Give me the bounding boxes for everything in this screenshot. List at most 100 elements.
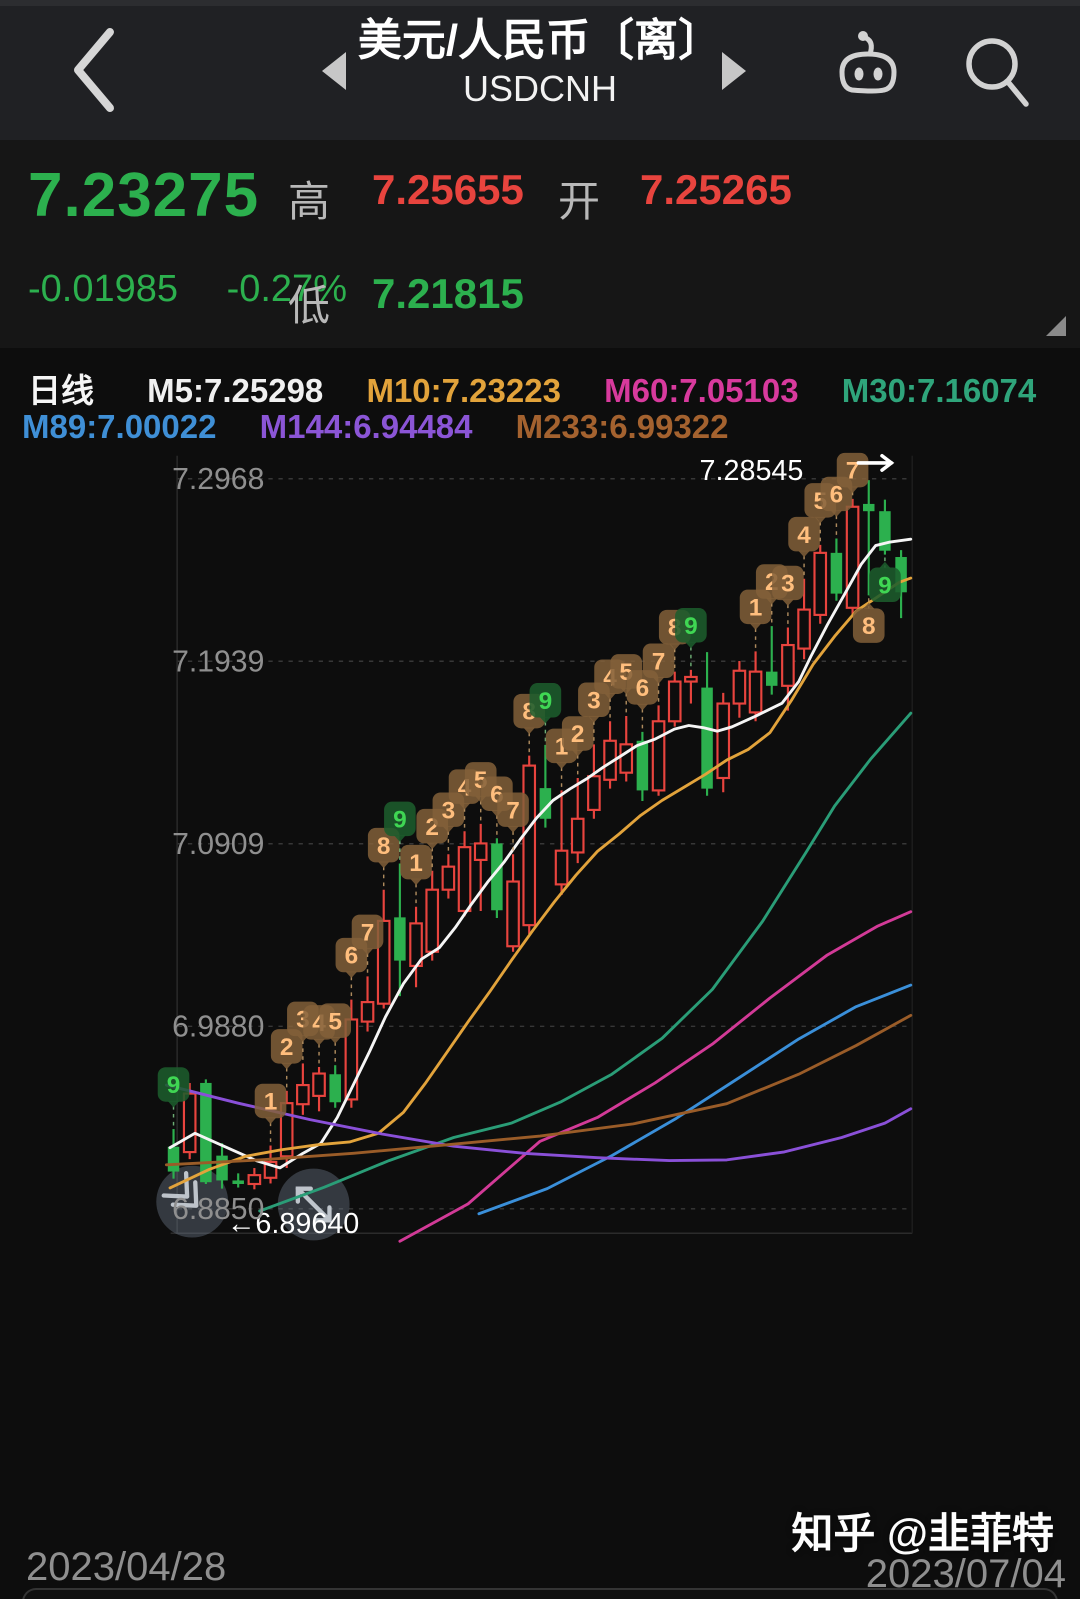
svg-text:7: 7 [506,797,520,824]
td-badge-9: 9 [384,801,416,862]
candle [457,831,472,917]
candle [862,480,875,596]
td-badge-9: 9 [529,683,562,743]
svg-text:9: 9 [393,807,407,834]
low-value: 7.21815 [372,270,524,317]
candle [376,889,391,1009]
candle [895,550,907,619]
candle [506,854,520,952]
search-icon[interactable] [952,28,1042,118]
candle [247,1168,262,1190]
td-badge-2: 2 [270,1029,303,1089]
candle [296,1063,310,1115]
open-value: 7.25265 [640,166,792,213]
td-badge-4: 4 [788,516,820,577]
svg-text:8: 8 [377,833,391,860]
candle [425,870,440,961]
td-badge-9: 9 [869,557,901,603]
svg-text:6: 6 [636,675,650,702]
svg-text:9: 9 [878,572,892,599]
td-badge-9: 9 [675,608,707,668]
high-value: 7.25655 [372,166,524,213]
candle [667,671,682,727]
y-axis-label: 7.2968 [172,463,264,496]
td-badge-8: 8 [852,598,885,643]
ma89-legend: M89:7.00022 [22,408,217,445]
indicator-toolbar: 日线 M5:7.25298 M10:7.23223 M60:7.05103 M3… [0,360,1080,450]
ma-line-M10 [168,576,913,1190]
candle [830,538,843,601]
high-arrow-icon [856,453,895,472]
candle [232,1173,244,1188]
svg-text:2: 2 [280,1034,294,1061]
quote-panel: 7.23275 -0.01985 -0.27% 高 7.25655 开 7.25… [0,140,1080,348]
symbol-code: USDCNH [462,67,617,109]
y-axis-label: 6.8850 [172,1193,264,1226]
svg-text:4: 4 [797,522,811,549]
last-price: 7.23275 [28,161,260,230]
td-badge-5: 5 [319,1003,352,1064]
candle [167,1129,180,1179]
candle [684,669,698,704]
change-percent: -0.27% [226,268,347,310]
td-badge-1: 1 [400,844,432,905]
candle [360,976,375,1032]
svg-text:1: 1 [749,594,763,621]
candle [441,854,456,899]
candle [651,705,666,796]
ma144-legend: M144:6.94484 [259,408,473,445]
low-price-annotation: ←6.89640 [227,1208,360,1240]
ma-line-M89 [477,983,913,1216]
candle [539,744,552,828]
candle [797,578,811,660]
y-axis-label: 6.9880 [172,1010,264,1043]
svg-text:9: 9 [539,688,553,715]
ma60-legend: M60:7.05103 [604,372,799,409]
candle [765,626,778,695]
svg-text:5: 5 [328,1008,342,1035]
svg-text:6: 6 [345,943,359,970]
candle [570,778,585,864]
candle [587,744,601,819]
candle [732,660,747,718]
change-value: -0.01985 [28,268,179,310]
td-badge-6: 6 [626,670,659,730]
ma10-legend: M10:7.23223 [366,372,561,409]
prev-symbol-icon[interactable] [322,52,346,90]
candle [409,906,423,988]
candle [182,1082,197,1160]
svg-text:7: 7 [361,919,375,946]
svg-text:6: 6 [830,482,844,509]
td-badge-3: 3 [772,565,804,626]
candle [394,863,406,997]
candle [554,790,569,896]
ma233-legend: M233:6.99322 [515,408,729,445]
svg-text:9: 9 [167,1072,181,1099]
svg-text:8: 8 [862,613,876,640]
candle [879,499,891,555]
candle [473,823,488,911]
axis-date-start: 2023/04/28 [26,1545,227,1589]
td-badge-2: 2 [561,716,594,776]
symbol-title-block[interactable]: 美元/人民币〔离〕 USDCNH [0,16,1080,110]
candle [312,1066,326,1112]
ma5-legend: M5:7.25298 [147,372,324,409]
open-label: 开 [558,178,601,225]
svg-text:1: 1 [409,850,423,877]
back-icon[interactable] [62,24,132,116]
symbol-name: 美元/人民币〔离〕 [357,16,723,65]
svg-text:7: 7 [846,458,860,485]
expand-quote-icon[interactable] [1046,316,1066,336]
candle [329,1065,341,1108]
next-symbol-icon[interactable] [722,52,746,90]
period-tab-daily[interactable]: 日线 [28,372,94,409]
y-axis-label: 7.0909 [172,828,264,861]
header-bar: 美元/人民币〔离〕 USDCNH [0,0,1080,140]
svg-text:1: 1 [264,1089,278,1116]
assistant-robot-icon[interactable] [828,24,908,104]
candle [845,498,860,615]
candle [279,1090,294,1169]
candle [200,1079,212,1184]
